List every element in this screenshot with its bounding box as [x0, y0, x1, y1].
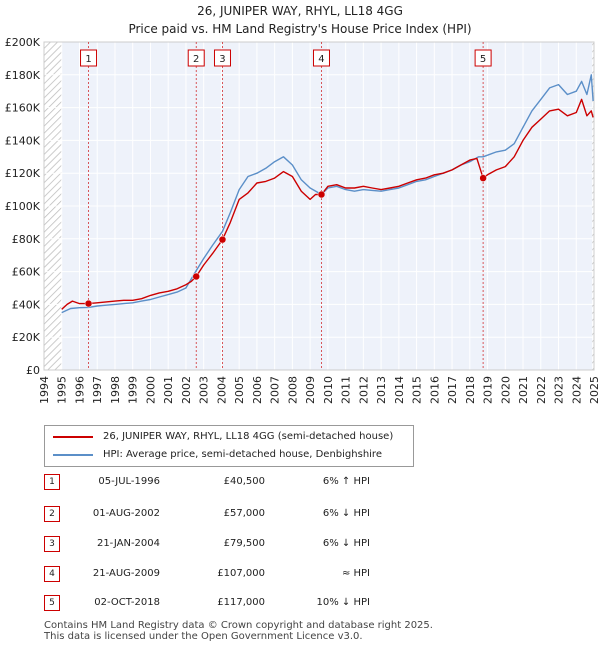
plot-frame	[43, 41, 595, 371]
sale-point	[84, 299, 93, 308]
x-tick-label: 2017	[446, 376, 459, 404]
sale-marker-label: 5	[480, 54, 486, 65]
sale-marker-box	[213, 49, 231, 67]
sale-marker-box	[312, 49, 330, 67]
price-chart: £0 £20K £40K £60K £80K £100K £120K £140K £160K £1…	[5, 36, 600, 404]
sale-row: 2 01-AUG-2002 £57,000 6% ↓ HPI	[0, 504, 600, 524]
x-tick-label: 2008	[286, 376, 299, 404]
x-tick-label: 2023	[553, 376, 566, 404]
legend-label-property: 26, JUNIPER WAY, RHYL, LL18 4GG (semi-de…	[103, 431, 394, 442]
property-price-line	[61, 98, 594, 310]
sale-point	[317, 190, 326, 199]
x-tick-label: 2007	[269, 376, 282, 404]
x-tick-label: 1994	[38, 376, 51, 404]
sale-marker-box	[80, 49, 98, 67]
legend-entry-property: 26, JUNIPER WAY, RHYL, LL18 4GG (semi-de…	[53, 429, 413, 445]
x-tick-label: 1996	[73, 376, 86, 404]
x-tick-label: 2015	[411, 376, 424, 404]
y-tick-label: £0	[26, 364, 40, 377]
y-tick-label: £40K	[12, 298, 41, 311]
x-tick-label: 2001	[162, 376, 175, 404]
sale-number-badge: 4	[44, 566, 60, 582]
y-tick-label: £200K	[5, 36, 41, 49]
x-tick-label: 2014	[393, 376, 406, 404]
sale-hpi-comparison: 6% ↓ HPI	[322, 538, 370, 549]
sale-number-badge: 2	[44, 506, 60, 522]
sale-date: 21-JAN-2004	[96, 538, 160, 549]
sale-price: £79,500	[223, 538, 265, 549]
sale-date: 02-OCT-2018	[94, 597, 160, 608]
sale-marker-label: 3	[219, 54, 225, 65]
x-tick-label: 2009	[304, 376, 317, 404]
sale-marker-box	[187, 49, 205, 67]
x-tick-label: 2012	[357, 376, 370, 404]
sale-price: £107,000	[217, 568, 265, 579]
sale-price: £117,000	[217, 597, 265, 608]
footer-licence: This data is licensed under the Open Gov…	[44, 631, 363, 642]
footer-copyright: Contains HM Land Registry data © Crown c…	[44, 620, 433, 631]
y-tick-label: £100K	[5, 200, 41, 213]
x-tick-label: 2010	[322, 376, 335, 404]
x-tick-label: 2016	[428, 376, 441, 404]
sale-number-badge: 1	[44, 474, 60, 490]
sale-row: 3 21-JAN-2004 £79,500 6% ↓ HPI	[0, 534, 600, 554]
sale-point	[218, 235, 227, 244]
x-tick-label: 2005	[233, 376, 246, 404]
sale-hpi-comparison: ≈ HPI	[341, 568, 370, 579]
sale-row: 1 05-JUL-1996 £40,500 6% ↑ HPI	[0, 472, 600, 492]
sale-price: £40,500	[223, 476, 265, 487]
sale-marker-label: 1	[85, 54, 91, 65]
y-tick-label: £60K	[12, 266, 41, 279]
x-tick-label: 2018	[464, 376, 477, 404]
x-tick-label: 2021	[517, 376, 530, 404]
chart-title: 26, JUNIPER WAY, RHYL, LL18 4GG	[197, 4, 403, 18]
x-tick-label: 2013	[375, 376, 388, 404]
y-tick-label: £80K	[12, 233, 41, 246]
sale-point	[479, 174, 487, 182]
hpi-line	[61, 74, 594, 314]
sale-hpi-comparison: 6% ↑ HPI	[322, 476, 370, 487]
sale-date: 01-AUG-2002	[92, 508, 160, 519]
x-tick-label: 1995	[56, 376, 69, 404]
y-tick-label: £180K	[5, 69, 41, 82]
x-tick-label: 2019	[482, 376, 495, 404]
x-tick-label: 1998	[109, 376, 122, 404]
legend-swatch-property	[53, 436, 93, 438]
legend-swatch-hpi	[53, 454, 93, 456]
y-tick-label: £140K	[5, 134, 41, 147]
x-tick-label: 2011	[340, 376, 353, 404]
sale-date: 21-AUG-2009	[92, 568, 160, 579]
sale-marker-box	[474, 49, 492, 67]
sale-price: £57,000	[223, 508, 265, 519]
x-tick-label: 2002	[180, 376, 193, 404]
y-tick-label: £20K	[12, 331, 41, 344]
x-tick-label: 2024	[570, 376, 583, 404]
sale-hpi-comparison: 6% ↓ HPI	[322, 508, 370, 519]
x-tick-label: 2022	[535, 376, 548, 404]
sale-date: 05-JUL-1996	[98, 476, 160, 487]
chart-subtitle: Price paid vs. HM Land Registry's House …	[128, 22, 472, 36]
x-tick-label: 2003	[198, 376, 211, 404]
y-tick-label: £160K	[5, 102, 41, 115]
x-tick-label: 1997	[91, 376, 104, 404]
sale-marker-label: 2	[193, 54, 199, 65]
sale-number-badge: 5	[44, 595, 60, 611]
sale-row: 5 02-OCT-2018 £117,000 10% ↓ HPI	[0, 593, 600, 613]
x-tick-label: 2006	[251, 376, 264, 404]
footer: Contains HM Land Registry data © Crown c…	[44, 620, 433, 642]
x-tick-label: 2000	[144, 376, 157, 404]
sale-point	[192, 272, 200, 281]
sale-marker-label: 4	[318, 54, 324, 65]
y-tick-label: £120K	[5, 167, 41, 180]
x-tick-label: 2004	[215, 376, 228, 404]
legend-entry-hpi: HPI: Average price, semi-detached house,…	[53, 447, 413, 463]
x-tick-label: 2020	[499, 376, 512, 404]
chart-legend: 26, JUNIPER WAY, RHYL, LL18 4GG (semi-de…	[44, 425, 414, 467]
x-tick-label: 1999	[127, 376, 140, 404]
sale-hpi-comparison: 10% ↓ HPI	[316, 597, 370, 608]
sale-number-badge: 3	[44, 536, 60, 552]
legend-label-hpi: HPI: Average price, semi-detached house,…	[103, 449, 382, 460]
sale-row: 4 21-AUG-2009 £107,000 ≈ HPI	[0, 564, 600, 584]
x-tick-label: 2025	[588, 376, 600, 404]
